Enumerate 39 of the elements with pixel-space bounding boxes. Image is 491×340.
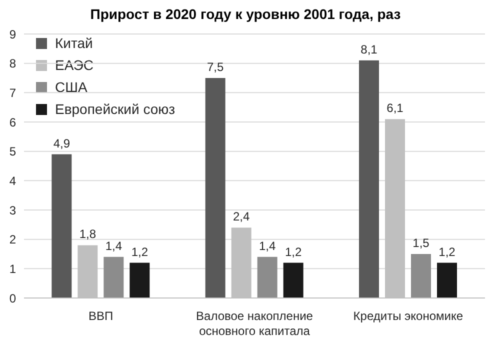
legend-label: Европейский союз [55,100,176,119]
y-tick-label: 8 [9,56,16,71]
y-tick-label: 0 [9,291,16,306]
bar [358,60,379,298]
y-tick-label: 5 [9,144,16,159]
data-label: 7,5 [206,60,224,74]
y-tick-label: 4 [9,174,16,188]
chart-title: Прирост в 2020 году к уровню 2001 года, раз [89,5,402,24]
y-tick-label: 7 [9,86,16,100]
y-tick-label: 1 [9,262,16,276]
legend-label: США [55,78,88,97]
bar [205,78,226,298]
bar [436,262,457,298]
data-label: 1,5 [412,236,430,250]
data-label: 2,4 [232,210,250,224]
data-label: 6,1 [386,101,404,116]
data-label: 1,2 [131,244,148,259]
legend-label: Китай [55,34,93,53]
bar [52,154,72,298]
y-tick-label: 2 [9,232,16,247]
x-tick-label: Кредиты экономике [353,309,464,323]
x-tick-label: ВВП [88,309,114,323]
bar [410,254,431,298]
data-label: 1,8 [79,227,96,242]
x-tick-label: Валовое накопление основного капитала [196,309,314,338]
y-tick-label: 3 [9,203,16,218]
bar [104,256,124,298]
data-label: 8,1 [360,42,378,56]
bar [130,262,150,298]
data-label: 1,4 [258,238,276,253]
bar [257,256,278,298]
data-label: 1,2 [284,244,302,259]
y-tick-label: 6 [9,115,16,130]
data-label: 4,9 [53,136,70,150]
data-label: 1,2 [438,244,456,259]
data-label: 1,4 [105,238,122,253]
legend-label: ЕАЭС [55,56,94,75]
y-tick-label: 9 [9,27,16,42]
bar [283,262,304,298]
